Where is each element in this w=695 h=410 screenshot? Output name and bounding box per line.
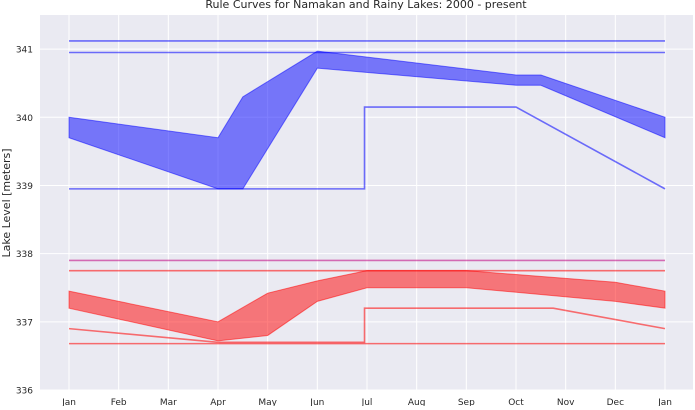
y-tick-label: 337 [16, 318, 33, 328]
y-tick-label: 336 [16, 387, 33, 397]
x-tick-label: Jan [657, 398, 672, 406]
x-tick-label: Apr [210, 398, 226, 406]
y-tick-label: 341 [16, 46, 33, 56]
rainy-rule-band [68, 270, 666, 342]
x-tick-label: May [258, 398, 277, 406]
y-tick-label: 339 [16, 182, 33, 192]
x-tick-label: Jun [309, 398, 324, 406]
x-tick-labels: Jan Feb Mar Apr May Jun Jul Aug Sep Oct Nov Dec Jan [61, 398, 672, 408]
y-tick-label: 340 [16, 114, 33, 124]
x-tick-label: Feb [111, 398, 127, 406]
y-tick-label: 338 [16, 250, 33, 260]
namakan-rule-line [69, 106, 666, 190]
y-tick-labels: 336 337 338 339 340 341 [16, 46, 33, 397]
rule-lines [68, 40, 666, 345]
x-tick-label: Mar [160, 398, 177, 406]
x-tick-label: Sep [458, 398, 475, 406]
x-tick-label: Nov [557, 398, 575, 406]
x-tick-label: Jan [61, 398, 76, 406]
x-tick-label: Oct [508, 398, 524, 406]
rainy-rule-line [68, 307, 666, 344]
x-tick-label: Jul [361, 398, 373, 406]
x-tick-label: Aug [408, 398, 426, 406]
x-tick-label: Dec [607, 398, 624, 406]
y-axis-label: Lake Level [meters] [0, 148, 13, 257]
chart-title: Rule Curves for Namakan and Rainy Lakes:… [205, 0, 527, 11]
